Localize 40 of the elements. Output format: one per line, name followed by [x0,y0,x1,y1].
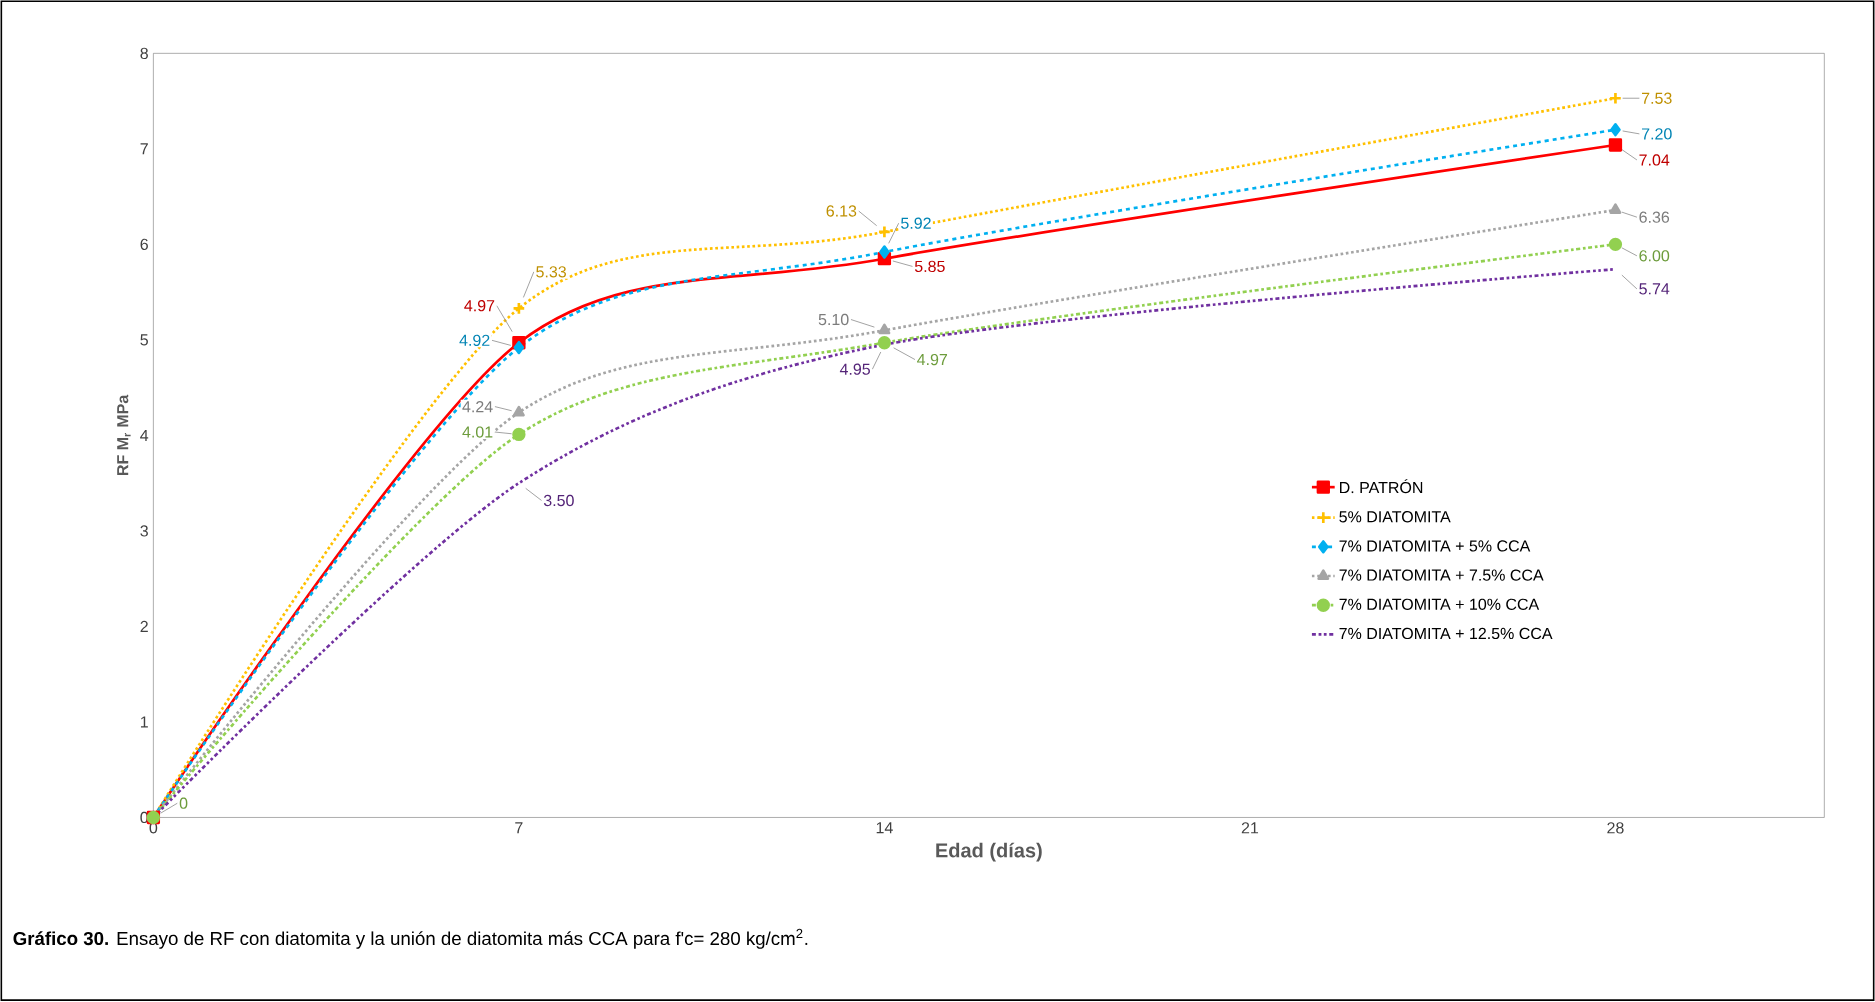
y-tick-label: 5 [140,334,148,346]
y-tick-label: 7 [140,143,148,155]
data-label: 5.33 [536,266,566,278]
data-label: 4.01 [462,426,493,438]
data-label: 4.97 [917,354,948,366]
data-label: 5.85 [914,261,945,273]
legend-label: D. PATRÓN [1340,479,1423,494]
legend-label: 7% DIATOMITA + 7.5% CCA [1339,569,1544,582]
x-tick-label: 14 [876,822,893,834]
data-label: 4.24 [462,401,493,413]
data-label: 7.20 [1642,128,1672,140]
data-label: 0 [179,797,188,810]
legend-label: 7% DIATOMITA + 12.5% CCA [1339,628,1553,640]
legend-label: 5% DIATOMITA [1339,511,1451,523]
data-label: 5.74 [1639,283,1670,295]
data-label: 7.53 [1642,92,1672,105]
data-label: 4.92 [459,334,490,347]
y-tick-label: 8 [140,47,148,60]
data-label: 6.00 [1639,250,1670,262]
x-tick-label: 21 [1241,822,1259,834]
x-axis-title: Edad (días) [936,842,1042,862]
y-tick-label: 6 [140,238,148,251]
x-tick-label: 7 [515,822,523,834]
legend-label: 7% DIATOMITA + 5% CCA [1339,540,1531,552]
y-tick-label: 1 [140,716,148,728]
y-tick-label: 3 [140,525,148,537]
data-label: 3.50 [543,495,574,507]
y-tick-label: 4 [140,430,149,442]
text: Gráfico 30. Ensayo de RF con diatomita y la unión de diatomita más CCA para f'c= 280 kg/cm$^{2}$. [13,929,808,950]
y-axis-title: RF M$_{r}$ MPa [117,394,131,476]
data-label: 4.95 [839,363,870,376]
data-label: 5.10 [818,314,849,326]
data-label: 6.13 [826,205,857,217]
data-label: 6.36 [1639,211,1670,224]
x-tick-label: 28 [1607,822,1624,834]
data-label: 5.92 [901,217,931,230]
legend-label: 7% DIATOMITA + 10% CCA [1339,598,1540,611]
data-label: 4.97 [464,300,495,312]
data-label: 7.04 [1639,154,1670,166]
y-tick-label: 2 [140,621,148,633]
